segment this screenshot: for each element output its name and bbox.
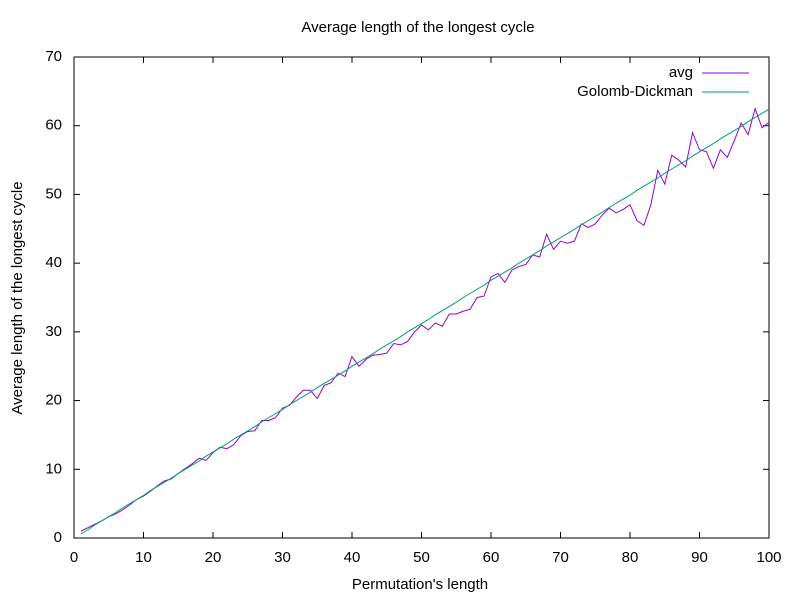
y-tick-label: 30: [45, 323, 62, 340]
y-tick-label: 40: [45, 254, 62, 271]
y-tick-label: 50: [45, 185, 62, 202]
y-axis-label: Average length of the longest cycle: [9, 181, 26, 414]
y-tick-label: 70: [45, 48, 62, 65]
x-tick-label: 40: [344, 549, 361, 566]
x-tick-label: 100: [756, 549, 781, 566]
legend-label: Golomb-Dickman: [577, 83, 693, 100]
y-tick-label: 20: [45, 392, 62, 409]
line-series: [80, 106, 770, 532]
x-tick-label: 90: [691, 549, 708, 566]
plot-border: [73, 56, 770, 539]
x-tick-label: 20: [205, 549, 222, 566]
x-tick-label: 0: [70, 549, 78, 566]
x-tick-label: 80: [622, 549, 639, 566]
x-tick-label: 30: [274, 549, 291, 566]
y-tick-label: 10: [45, 460, 62, 477]
x-axis-label: Permutation's length: [352, 576, 488, 593]
y-tick-label: 60: [45, 117, 62, 134]
y-tick-label: 0: [54, 529, 62, 546]
x-tick-label: 50: [413, 549, 430, 566]
chart-title: Average length of the longest cycle: [301, 19, 534, 36]
x-tick-label: 60: [483, 549, 500, 566]
legend-label: avg: [669, 64, 693, 81]
line-series: [80, 108, 770, 535]
x-tick-label: 70: [552, 549, 569, 566]
x-tick-label: 10: [135, 549, 152, 566]
